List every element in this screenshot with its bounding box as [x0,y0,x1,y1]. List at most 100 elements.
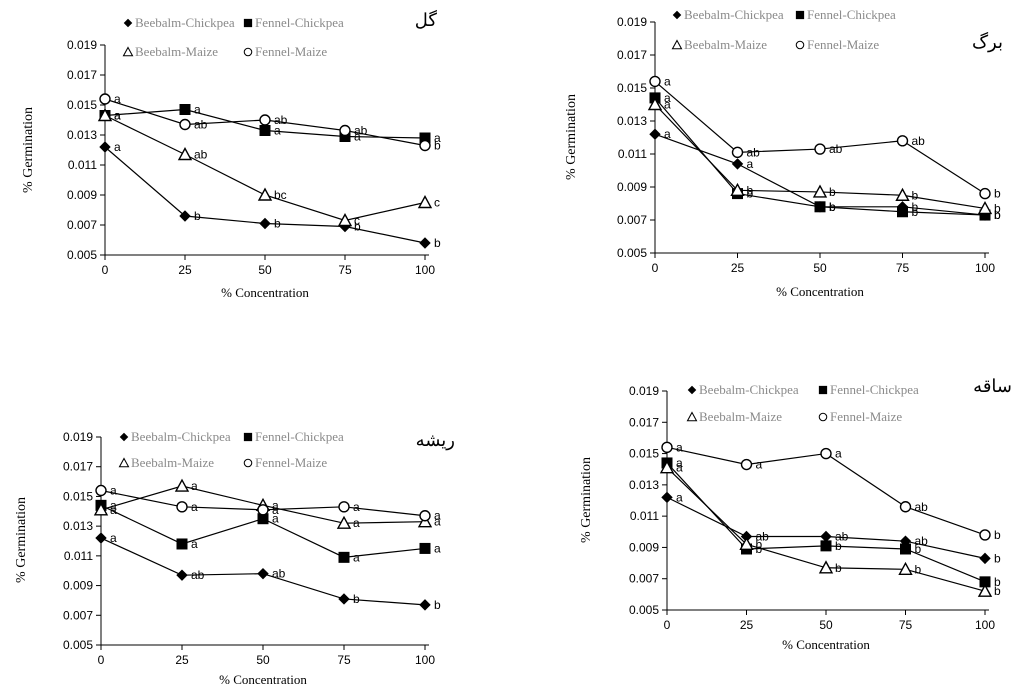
legend-marker-circle [795,40,805,50]
data-point [99,93,111,105]
x-tick-label: 25 [175,653,189,667]
data-label: a [114,92,121,106]
chart-panel-1: 0.005 0.007 0.009 0.011 0.013 0.015 0.017 0.019… [21,9,441,300]
data-label: a [676,440,683,454]
legend-entry: Fennel-Chickpea [255,429,344,444]
data-point [661,491,673,504]
x-tick-label: 50 [813,261,827,275]
data-point [338,551,350,563]
legend-marker [119,432,129,442]
x-axis-label: % Concentration [221,285,309,300]
data-label: b [274,217,281,231]
data-point [339,124,351,137]
data-label: a [434,509,441,523]
y-tick-label: 0.011 [64,549,93,563]
data-label: ab [194,148,208,162]
y-tick-label: 0.005 [617,246,647,260]
data-point [259,125,271,136]
data-label: a [110,531,117,545]
x-axis-label: % Concentration [219,672,307,687]
y-tick-label: 0.019 [629,384,659,398]
series-beebalm-chickpea: abb bb [99,140,441,250]
data-point [179,210,191,222]
y-tick-label: 0.013 [617,114,647,128]
data-point [896,135,909,147]
data-point [174,478,190,492]
data-label: b [912,205,919,219]
data-point [259,114,271,126]
y-tick-label: 0.015 [629,447,659,461]
data-label: b [756,537,763,551]
chart-title: برگ [972,31,1003,53]
data-label: a [110,483,117,497]
y-tick-label: 0.015 [67,98,97,112]
legend-entry: Fennel-Maize [255,455,327,470]
data-point [176,501,188,513]
data-label: a [664,74,671,88]
data-label: b [835,561,842,575]
y-tick-label: 0.011 [68,158,97,172]
data-point [895,187,910,201]
chart-title: ساقه [973,376,1012,396]
y-tick-label: 0.015 [617,81,647,95]
data-label: a [353,500,360,514]
data-label: b [194,209,201,223]
data-label: b [994,187,1001,201]
y-axis-label: % Germination [579,457,594,543]
legend-marker-triangle [686,411,698,422]
data-point [897,206,908,218]
data-label: a [191,479,198,493]
x-tick-label: 100 [415,653,435,667]
data-point [336,515,352,529]
data-label: a [676,490,683,504]
data-label: a [274,124,281,138]
y-tick-label: 0.011 [630,509,659,523]
data-label: b [829,185,836,199]
legend-marker [818,412,828,422]
data-label: b [994,551,1001,565]
data-label: b [434,598,441,612]
x-tick-label: 0 [652,261,659,275]
data-point [95,532,107,544]
x-tick-label: 0 [98,653,105,667]
legend-entry: Fennel-Chickpea [830,382,919,397]
y-tick-label: 0.019 [63,430,93,444]
legend-marker-triangle [671,39,683,50]
data-point [659,460,675,474]
data-point [649,75,661,88]
legend-entry: Beebalm-Maize [131,455,214,470]
legend-marker [671,39,683,50]
data-point [820,530,832,543]
legend-entry: Beebalm-Chickpea [135,15,235,30]
y-tick-label: 0.005 [67,248,97,262]
data-label: a [272,498,279,512]
x-tick-label: 75 [896,261,910,275]
legend-marker [118,457,130,468]
y-tick-label: 0.011 [618,147,647,161]
data-label: a [676,461,683,475]
y-tick-label: 0.017 [63,460,93,474]
legend-marker [122,46,134,57]
x-tick-label: 50 [256,653,270,667]
data-label: b [915,542,922,556]
y-tick-label: 0.013 [67,128,97,142]
data-point [814,143,826,155]
data-point [419,237,431,249]
x-tick-label: 75 [899,618,913,632]
y-tick-label: 0.007 [67,218,97,232]
legend-marker [243,458,253,468]
data-label: ab [756,529,770,543]
series-fennel-maize: aa a aa [95,483,441,523]
data-point [419,599,431,611]
data-point [900,543,911,555]
y-axis-label: % Germination [564,94,579,180]
legend-entry: Fennel-Maize [255,44,327,59]
data-point [257,567,269,580]
legend-marker-circle [818,412,828,422]
data-point [739,536,754,550]
data-label: a [353,550,360,564]
